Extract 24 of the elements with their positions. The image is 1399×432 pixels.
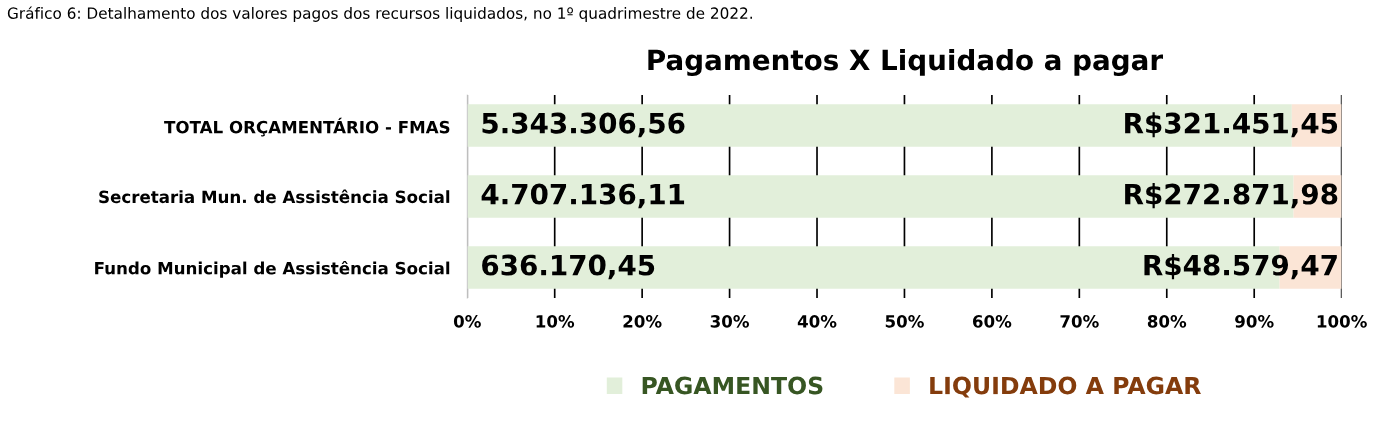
annotation: R$48.579,47	[1144, 254, 1337, 280]
annotation: 636.170,45	[482, 254, 655, 280]
x-tick-label: 10%	[536, 315, 575, 328]
y-tick-label: Fundo Municipal de Assistência Social	[95, 260, 450, 278]
annotation: 4.707.136,11	[481, 183, 685, 209]
annotation: R$272.871,98	[1125, 183, 1338, 209]
x-tick-label: 70%	[1060, 315, 1099, 328]
x-tick-label: 80%	[1147, 315, 1187, 328]
y-tick-label: TOTAL ORÇAMENTÁRIO - FMAS	[164, 117, 450, 137]
y-tick-label: Secretaria Mun. de Assistência Social	[99, 189, 450, 204]
annotation: 5.343.306,56	[482, 112, 685, 138]
x-tick-label: 60%	[972, 315, 1012, 328]
x-tick-label: 90%	[1235, 315, 1274, 328]
x-tick-label: 40%	[797, 315, 837, 328]
x-tick-label: 30%	[710, 315, 749, 328]
legend-label: PAGAMENTOS	[642, 376, 823, 395]
x-tick-label: 20%	[623, 315, 662, 328]
x-tick-label: 0%	[453, 315, 481, 328]
chart-title: Pagamentos X Liquidado a pagar	[648, 48, 1163, 77]
legend-label: LIQUIDADO A PAGAR	[930, 376, 1201, 398]
text: Gráfico 6: Detalhamento dos valores pagos dos recursos liquidados, no 1º quadrimestre de 2022.	[7, 6, 752, 22]
x-tick-label: 100%	[1317, 315, 1367, 328]
x-tick-label: 50%	[885, 315, 924, 328]
annotation: R$321.451,45	[1125, 112, 1338, 138]
